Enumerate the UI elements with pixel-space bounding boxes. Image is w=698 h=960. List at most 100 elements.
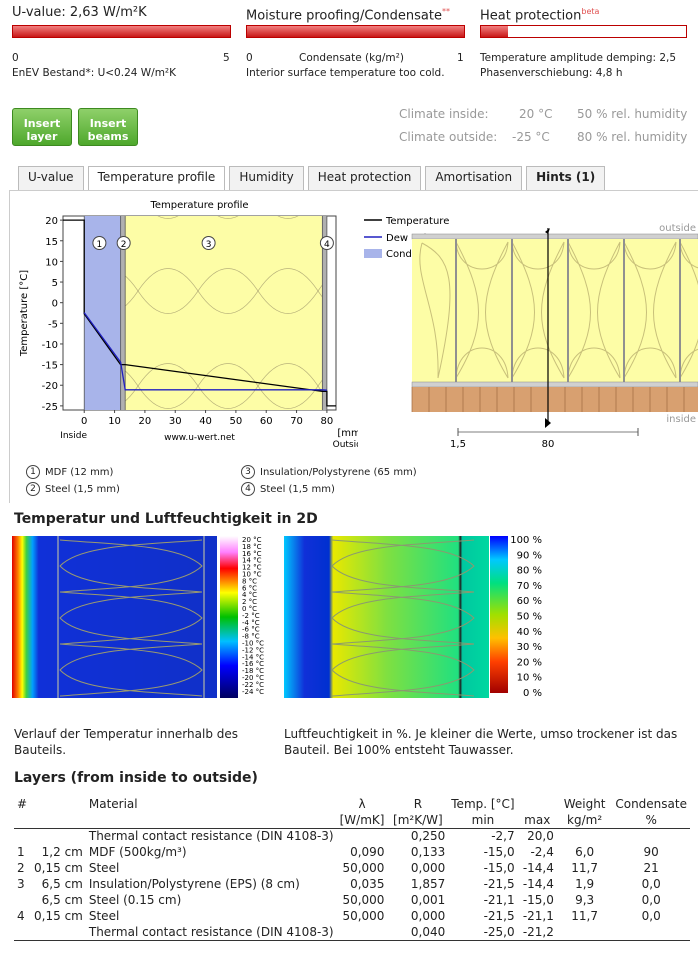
y-axis-label: Temperature [°C] — [19, 270, 30, 357]
layers-title: Layers (from inside to outside) — [14, 770, 258, 786]
insert-layer-button[interactable]: Insert layer — [12, 108, 72, 146]
table-cell: -21,5 — [483, 909, 515, 923]
climate-inside-humidity[interactable]: 50 % rel. humidity — [577, 107, 688, 121]
humidity-scale-label: 20 % — [517, 657, 542, 668]
insulation-curve — [623, 241, 677, 379]
table-cell: -21,2 — [522, 924, 554, 939]
temp-scale-label: -22 °C — [242, 681, 264, 689]
table-header-cell — [518, 796, 557, 812]
table-header-cell — [31, 796, 86, 812]
tab-u-value[interactable]: U-value — [18, 166, 84, 190]
x-tick-label: 60 — [260, 416, 273, 427]
table-cell — [337, 828, 388, 844]
insulation-curve — [567, 241, 621, 379]
table-cell: 20,0 — [527, 829, 554, 844]
x-tick-label: 20 — [139, 416, 152, 427]
temp-scale-label: -20 °C — [242, 674, 264, 682]
climate-inside-label: Climate inside: — [399, 107, 489, 121]
moisture-scale-min: 0 — [246, 52, 253, 64]
table-cell: -25,0 — [483, 924, 515, 939]
temp-scale-label: 20 °C — [242, 536, 262, 544]
cross-inside-label: inside — [666, 414, 696, 425]
table-cell: -2,7 — [491, 829, 515, 844]
y-tick-label: 10 — [45, 257, 58, 268]
insulation-curve — [511, 241, 565, 379]
layer-marker-label: 2 — [121, 240, 127, 250]
layer-legend-2: 2 Steel (1,5 mm) — [26, 482, 120, 496]
site-annotation: www.u-wert.net — [164, 433, 235, 443]
table-cell: Steel — [88, 861, 120, 875]
tab-panel — [9, 190, 698, 503]
table-cell: 90 — [643, 845, 659, 859]
table-row: 1 1,2 cm MDF (500kg/m³) 0,090 0,133 -15,0 -2,4… — [14, 844, 690, 860]
x-tick-label: 40 — [199, 416, 212, 427]
temp-scale-label: 12 °C — [242, 564, 262, 572]
table-cell: 9,3 — [575, 893, 595, 907]
x-tick-label: 80 — [321, 416, 334, 427]
layer-marker-label: 4 — [324, 240, 330, 250]
temp-scale-label: -6 °C — [242, 626, 260, 634]
stud — [623, 239, 625, 382]
climate-inside-temp[interactable]: 20 °C — [519, 107, 553, 121]
insulation-pattern — [125, 216, 323, 410]
cross-section-drawing: outside inside 1,5 80 — [411, 223, 698, 450]
legend-condensate-swatch — [364, 249, 382, 258]
table-row: 6,5 cm Steel (0.15 cm) 50,000 0,001 -21,1 -15… — [14, 892, 690, 908]
table-row: 4 0,15 cm Steel 50,000 0,000 -21,5 -21,1 11,7 0,… — [14, 908, 690, 924]
moisture-scale-max: 1 — [457, 52, 464, 64]
table-row: 3 6,5 cm Insulation/Polystyrene (EPS) (8 c… — [14, 876, 690, 892]
tab-temperature-profile[interactable]: Temperature profile — [87, 166, 226, 191]
table-cell — [14, 924, 31, 940]
temp-scale-label: -14 °C — [242, 653, 264, 661]
tab-humidity[interactable]: Humidity — [229, 166, 304, 190]
insulation-curve — [59, 539, 203, 593]
table-header-row: # Material λ R Temp. [°C] Weight Condensate — [14, 796, 690, 812]
humidity-scale-label: 70 % — [517, 581, 542, 592]
layer-marker-1 — [92, 236, 107, 250]
insulation-curve — [59, 591, 203, 645]
temp-scale-label: 14 °C — [242, 557, 262, 565]
insert-beams-button[interactable]: Insert beams — [78, 108, 138, 146]
temp-scale-label: 18 °C — [242, 543, 262, 551]
heat-scale — [480, 25, 687, 38]
tab-heat-protection[interactable]: Heat protection — [307, 166, 422, 190]
table-cell — [557, 924, 612, 940]
tab-bar: U-value Temperature profile Humidity Hea… — [18, 166, 606, 191]
twod-desc-temperature: Verlauf der Temperatur innerhalb des Bau… — [14, 727, 239, 757]
series-temperature — [63, 219, 336, 407]
climate-outside-temp[interactable]: -25 °C — [512, 130, 550, 144]
cross-dim-left: 1,5 — [450, 439, 466, 450]
chart-title: Temperature profile — [149, 200, 248, 211]
cross-dim-right: 80 — [542, 439, 555, 450]
table-cell: -21,1 — [522, 909, 554, 923]
insert-beams-label: Insert beams — [87, 116, 129, 143]
x-tick-label: 0 — [81, 416, 87, 427]
table-cell: 11,7 — [571, 861, 598, 875]
moisture-scale-label: Condensate (kg/m²) — [299, 52, 404, 64]
table-header-cell: % — [645, 812, 657, 827]
table-cell: -15,0 — [483, 845, 515, 859]
layer-legend-4: 4 Steel (1,5 mm) — [241, 482, 335, 496]
climate-outside-humidity[interactable]: 80 % rel. humidity — [577, 130, 688, 144]
cross-outside-label: outside — [659, 223, 696, 234]
x-tick-label: 50 — [230, 416, 243, 427]
table-header-row: [W/mK] [m²K/W] min max kg/m²% — [14, 812, 690, 828]
humidity-scale-label: 40 % — [517, 627, 542, 638]
tab-amortisation[interactable]: Amortisation — [425, 166, 523, 190]
y-tick-label: -20 — [42, 381, 58, 392]
heat-line1: Temperature amplitude demping: 2,5 — [480, 52, 677, 64]
y-tick-label: -25 — [42, 402, 58, 413]
stud — [567, 239, 569, 382]
table-cell: 0,0 — [641, 909, 661, 923]
table-cell: Insulation/Polystyrene (EPS) (8 cm) — [88, 877, 300, 891]
x-tick-label: 70 — [290, 416, 303, 427]
x-tick-label: 10 — [108, 416, 121, 427]
table-cell — [31, 828, 86, 844]
table-cell — [337, 924, 388, 940]
table-header-cell: min — [471, 812, 495, 827]
table-cell — [31, 924, 86, 940]
table-cell: 4 — [17, 909, 25, 923]
table-cell: 0,035 — [350, 877, 385, 891]
outside-annotation: Outside — [333, 440, 358, 450]
tab-hints[interactable]: Hints (1) — [526, 166, 606, 190]
